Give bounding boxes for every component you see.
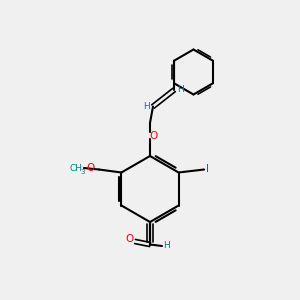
Text: H: H: [163, 242, 170, 250]
Text: H: H: [177, 85, 184, 94]
Text: O: O: [87, 163, 95, 173]
Text: I: I: [206, 164, 209, 175]
Text: O: O: [150, 131, 158, 141]
Text: CH: CH: [69, 164, 82, 172]
Text: O: O: [126, 234, 134, 244]
Text: H: H: [143, 102, 150, 111]
Text: 3: 3: [80, 169, 85, 175]
